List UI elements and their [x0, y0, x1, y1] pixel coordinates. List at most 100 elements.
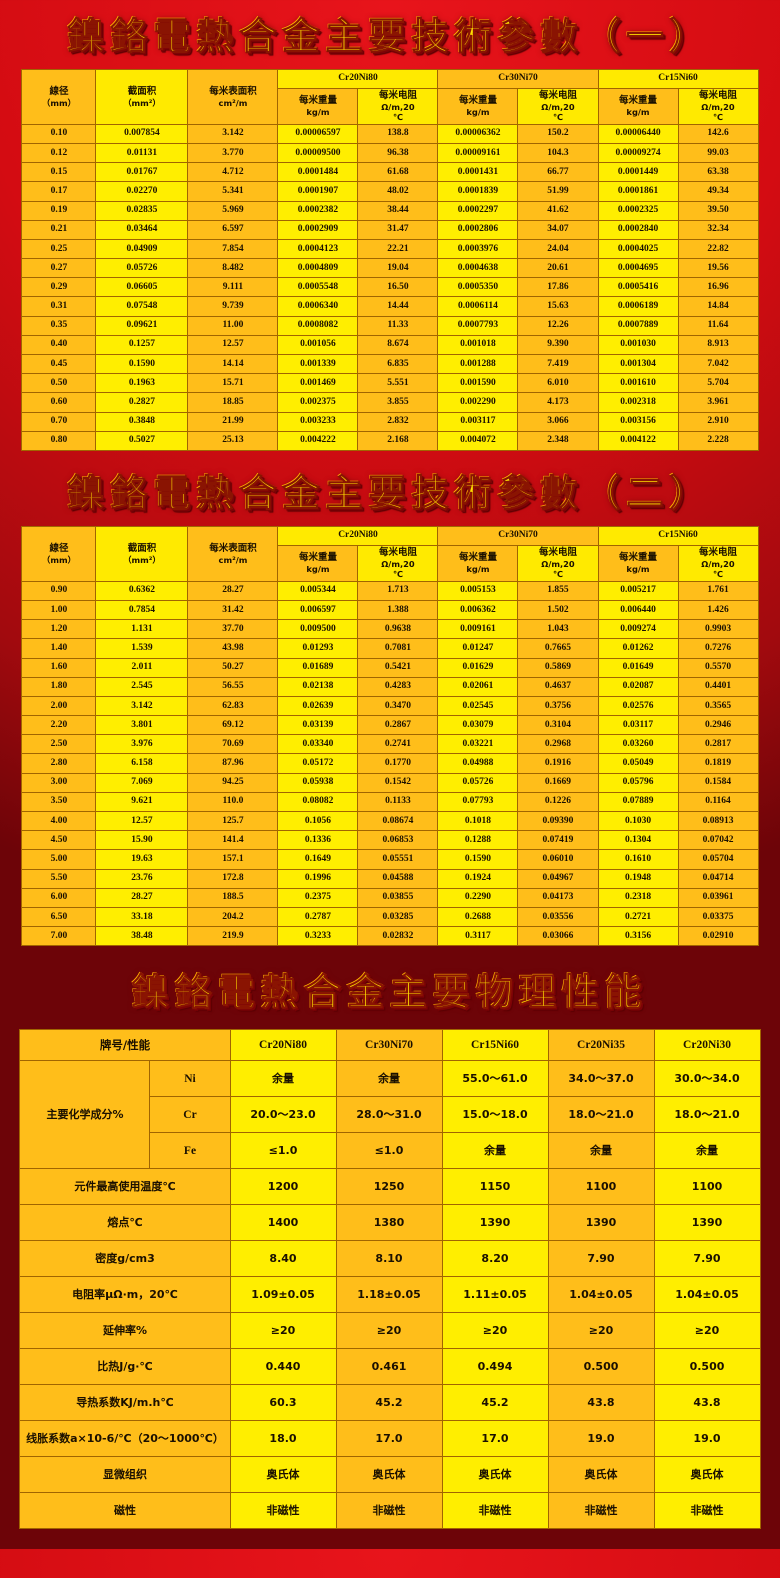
table-cell: 12.26	[517, 315, 599, 336]
table-cell: 11.33	[357, 315, 439, 336]
physical-row: 主要化学成分% Ni 余量 余量 55.0～61.0 34.0～37.0 30.0～34.0	[19, 1060, 761, 1170]
header-resistance-line1: 每米电阻	[538, 547, 577, 559]
table-cell: 0.10	[21, 123, 97, 144]
table-cell: 0.0005548	[277, 277, 359, 298]
table-cell: 0.7081	[357, 638, 439, 659]
table-row: 2.00 3.142 62.83 0.02639 0.3470 0.02545 0.3756…	[21, 695, 759, 717]
header-resistance-cr30ni70: 每米电阻 Ω/m,20 ℃	[517, 88, 599, 125]
header-resistance-line1: 每米电阻	[699, 90, 738, 102]
row-label: 元件最高使用温度℃	[19, 1168, 231, 1206]
table-cell: 1.80	[21, 676, 97, 697]
table-cell: 125.7	[187, 810, 279, 832]
table-cell: 4.50	[21, 830, 97, 851]
physical-table-body: 牌号/性能 Cr20Ni80 Cr30Ni70 Cr15Ni60 Cr20Ni35 Cr2…	[19, 1029, 761, 1530]
table-cell: 0.70	[21, 411, 97, 432]
table-cell: 0.27	[21, 258, 97, 279]
table-cell: 0.04988	[437, 753, 519, 774]
table-cell: 0.45	[21, 354, 97, 375]
table-cell: 0.0004123	[277, 238, 359, 260]
table-cell: 2.832	[357, 411, 439, 432]
header-resistance-cr30ni70: 每米电阻 Ω/m,20 ℃	[517, 545, 599, 582]
table-cell: 15.0～18.0	[441, 1096, 549, 1134]
header-sub-row: 每米重量 kg/m 每米电阻 Ω/m,20 ℃ 每米重量 kg/m 每米电阻	[22, 88, 759, 125]
table-cell: 8.674	[357, 334, 439, 356]
table-cell: 0.02061	[437, 676, 519, 697]
header-resistance-line1: 每米电阻	[378, 90, 417, 102]
table-cell: 2.910	[677, 411, 759, 432]
table-cell: 1150	[441, 1168, 549, 1206]
header-grade-property: 牌号/性能	[19, 1029, 231, 1062]
table-cell: 0.02639	[277, 695, 359, 717]
table-cell: 1.855	[517, 580, 599, 601]
table-cell: 0.440	[229, 1348, 337, 1386]
header-cross-section-line1: 截面积	[127, 542, 157, 554]
table-cell: 0.001018	[437, 334, 519, 356]
table-cell: 45.2	[441, 1384, 549, 1422]
table-cell: 5.551	[357, 373, 439, 394]
table-cell: 14.14	[187, 354, 279, 375]
table-cell: 0.12	[21, 142, 97, 164]
table-cell: 0.1030	[597, 810, 679, 832]
table-cell: 0.1996	[277, 868, 359, 889]
row-label-element-fe: Fe	[149, 1132, 231, 1170]
table-cell: 0.02576	[597, 695, 679, 717]
table-cell: 0.0004638	[437, 258, 519, 279]
table-cell: 0.002290	[437, 392, 519, 413]
table-cell: 43.8	[653, 1384, 761, 1422]
table-cell: 余量	[547, 1132, 655, 1170]
table-cell: 0.15	[21, 162, 97, 183]
row-label: 熔点℃	[19, 1204, 231, 1242]
table-cell: 142.6	[677, 123, 759, 144]
table-cell: 0.006440	[597, 599, 679, 621]
table-cell: 3.801	[95, 715, 189, 736]
table-cell: 70.69	[187, 734, 279, 755]
table-cell: 0.06853	[357, 830, 439, 851]
table-row: 0.70 0.3848 21.99 0.003233 2.832 0.003117 3.06…	[21, 411, 759, 432]
header-weight-cr30ni70: 每米重量 kg/m	[437, 545, 519, 582]
table-cell: 0.01629	[437, 657, 519, 678]
table-row: 0.90 0.6362 28.27 0.005344 1.713 0.005153 1.85…	[21, 580, 759, 601]
table-cell: 7.854	[187, 238, 279, 260]
header-weight-line2: kg/m	[626, 107, 650, 118]
table-cell: 6.50	[21, 906, 97, 928]
table-cell: 1.09±0.05	[229, 1276, 337, 1314]
header-alloy-cr20ni80: Cr20Ni80	[229, 1029, 337, 1062]
table-cell: 0.009161	[437, 619, 519, 640]
table-cell: 0.1924	[437, 868, 519, 889]
table-cell: 0.03139	[277, 715, 359, 736]
table-cell: 1200	[229, 1168, 337, 1206]
table-cell: 0.500	[547, 1348, 655, 1386]
table-cell: 4.173	[517, 392, 599, 413]
header-resistance-line1: 每米电阻	[378, 547, 417, 559]
table-cell: 9.739	[187, 296, 279, 317]
header-wire-diameter-line2: （mm）	[42, 554, 76, 565]
header-surface-area-line2: cm²/m	[218, 554, 248, 565]
table-cell: 0.2721	[597, 906, 679, 928]
table-cell: 0.05796	[597, 772, 679, 793]
table-cell: 0.0001449	[597, 162, 679, 183]
table-cell: 0.001056	[277, 334, 359, 356]
table-cell: 110.0	[187, 791, 279, 813]
table-cell: 1.388	[357, 599, 439, 621]
table-cell: 0.03464	[95, 219, 189, 240]
table-cell: 0.0006114	[437, 296, 519, 317]
table-cell: 0.001590	[437, 373, 519, 394]
header-surface-area: 每米表面积 cm²/m	[187, 69, 279, 125]
table-cell: 5.50	[21, 868, 97, 889]
table-cell: 2.20	[21, 715, 97, 736]
table-cell: 1.20	[21, 619, 97, 640]
table-cell: 0.02835	[95, 200, 189, 221]
table-cell: 19.56	[677, 258, 759, 279]
table-cell: 1100	[547, 1168, 655, 1206]
table-row: 0.17 0.02270 5.341 0.0001907 48.02 0.0001839 5…	[21, 181, 759, 202]
table-cell: 3.976	[95, 734, 189, 755]
table-cell: 172.8	[187, 868, 279, 889]
table-cell: 0.001304	[597, 354, 679, 375]
table-cell: 0.3233	[277, 926, 359, 947]
table-cell: 34.0～37.0	[547, 1060, 655, 1098]
table-cell: 30.0～34.0	[653, 1060, 761, 1098]
table-cell: 余量	[653, 1132, 761, 1170]
table-cell: 1.18±0.05	[335, 1276, 443, 1314]
table-cell: 1.539	[95, 638, 189, 659]
header-weight-cr20ni80: 每米重量 kg/m	[277, 88, 359, 125]
